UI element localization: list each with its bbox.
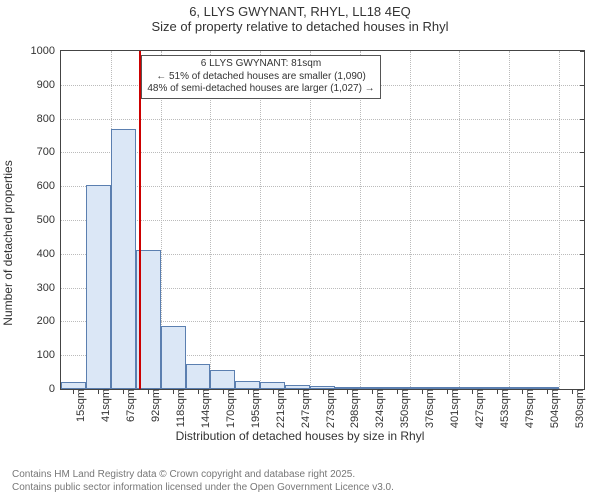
x-tick-label: 221sqm — [271, 389, 287, 428]
gridline-v — [410, 51, 411, 389]
footer-attribution: Contains HM Land Registry data © Crown c… — [12, 468, 394, 494]
histogram-bar — [459, 387, 484, 389]
annotation-line: 48% of semi-detached houses are larger (… — [147, 83, 374, 96]
y-tick-label: 400 — [37, 248, 61, 260]
x-tick-label: 453sqm — [495, 389, 511, 428]
y-tick-mark — [580, 254, 585, 255]
page-title: 6, LLYS GWYNANT, RHYL, LL18 4EQ — [0, 4, 600, 19]
histogram-bar — [86, 185, 111, 389]
x-tick-label: 401sqm — [445, 389, 461, 428]
histogram-bar — [509, 387, 534, 389]
y-tick-label: 100 — [37, 349, 61, 361]
histogram-bar — [210, 370, 235, 389]
y-axis-label: Number of detached properties — [1, 160, 15, 325]
gridline-v — [360, 51, 361, 389]
gridline-v — [210, 51, 211, 389]
title-block: 6, LLYS GWYNANT, RHYL, LL18 4EQ Size of … — [0, 0, 600, 34]
chart-wrap: Number of detached properties 0100200300… — [0, 40, 600, 445]
x-tick-label: 247sqm — [296, 389, 312, 428]
y-tick-mark — [580, 85, 585, 86]
histogram-bar — [310, 386, 335, 389]
x-tick-label: 298sqm — [345, 389, 361, 428]
annotation-box: 6 LLYS GWYNANT: 81sqm ← 51% of detached … — [141, 55, 380, 99]
marker-line — [139, 51, 141, 389]
x-tick-label: 15sqm — [71, 389, 87, 422]
histogram-bar — [534, 387, 559, 389]
histogram-bar — [435, 387, 460, 389]
histogram-bar — [260, 382, 285, 389]
histogram-bar — [111, 129, 136, 389]
x-tick-label: 324sqm — [370, 389, 386, 428]
x-axis-label: Distribution of detached houses by size … — [0, 429, 600, 443]
x-tick-label: 427sqm — [470, 389, 486, 428]
annotation-line: 6 LLYS GWYNANT: 81sqm — [147, 58, 374, 71]
footer-line: Contains public sector information licen… — [12, 481, 394, 494]
gridline-v — [459, 51, 460, 389]
x-tick-label: 67sqm — [121, 389, 137, 422]
x-tick-label: 530sqm — [570, 389, 586, 428]
x-tick-label: 350sqm — [395, 389, 411, 428]
y-tick-label: 200 — [37, 315, 61, 327]
y-tick-mark — [580, 51, 585, 52]
gridline-v — [509, 51, 510, 389]
plot-area: 0100200300400500600700800900100015sqm41s… — [60, 50, 585, 390]
histogram-bar — [61, 382, 86, 389]
y-tick-label: 600 — [37, 180, 61, 192]
y-tick-label: 800 — [37, 113, 61, 125]
histogram-bar — [235, 381, 260, 389]
chart-container: 6, LLYS GWYNANT, RHYL, LL18 4EQ Size of … — [0, 0, 600, 500]
x-tick-label: 118sqm — [171, 389, 187, 427]
y-tick-mark — [580, 288, 585, 289]
gridline-v — [310, 51, 311, 389]
footer-line: Contains HM Land Registry data © Crown c… — [12, 468, 394, 481]
y-tick-mark — [580, 220, 585, 221]
x-tick-label: 41sqm — [96, 389, 112, 422]
y-tick-mark — [580, 355, 585, 356]
x-tick-label: 479sqm — [520, 389, 536, 428]
annotation-line: ← 51% of detached houses are smaller (1,… — [147, 71, 374, 84]
histogram-bar — [385, 387, 410, 389]
gridline-v — [559, 51, 560, 389]
y-tick-label: 500 — [37, 214, 61, 226]
histogram-bar — [186, 364, 211, 389]
x-tick-label: 504sqm — [545, 389, 561, 428]
histogram-bar — [285, 385, 310, 389]
y-tick-label: 300 — [37, 282, 61, 294]
y-tick-label: 900 — [37, 79, 61, 91]
x-tick-label: 92sqm — [146, 389, 162, 422]
x-tick-label: 170sqm — [221, 389, 237, 428]
y-tick-mark — [580, 186, 585, 187]
y-tick-mark — [580, 321, 585, 322]
y-tick-label: 1000 — [31, 45, 61, 57]
y-tick-mark — [580, 152, 585, 153]
x-tick-label: 273sqm — [321, 389, 337, 428]
y-tick-label: 0 — [49, 383, 61, 395]
gridline-v — [260, 51, 261, 389]
y-tick-label: 700 — [37, 146, 61, 158]
x-tick-label: 195sqm — [246, 389, 262, 428]
x-tick-label: 376sqm — [420, 389, 436, 428]
histogram-bar — [484, 387, 509, 389]
histogram-bar — [360, 387, 385, 389]
page-subtitle: Size of property relative to detached ho… — [0, 19, 600, 34]
histogram-bar — [335, 387, 360, 389]
x-tick-label: 144sqm — [196, 389, 212, 428]
y-tick-mark — [580, 119, 585, 120]
histogram-bar — [410, 387, 435, 389]
histogram-bar — [161, 326, 186, 389]
